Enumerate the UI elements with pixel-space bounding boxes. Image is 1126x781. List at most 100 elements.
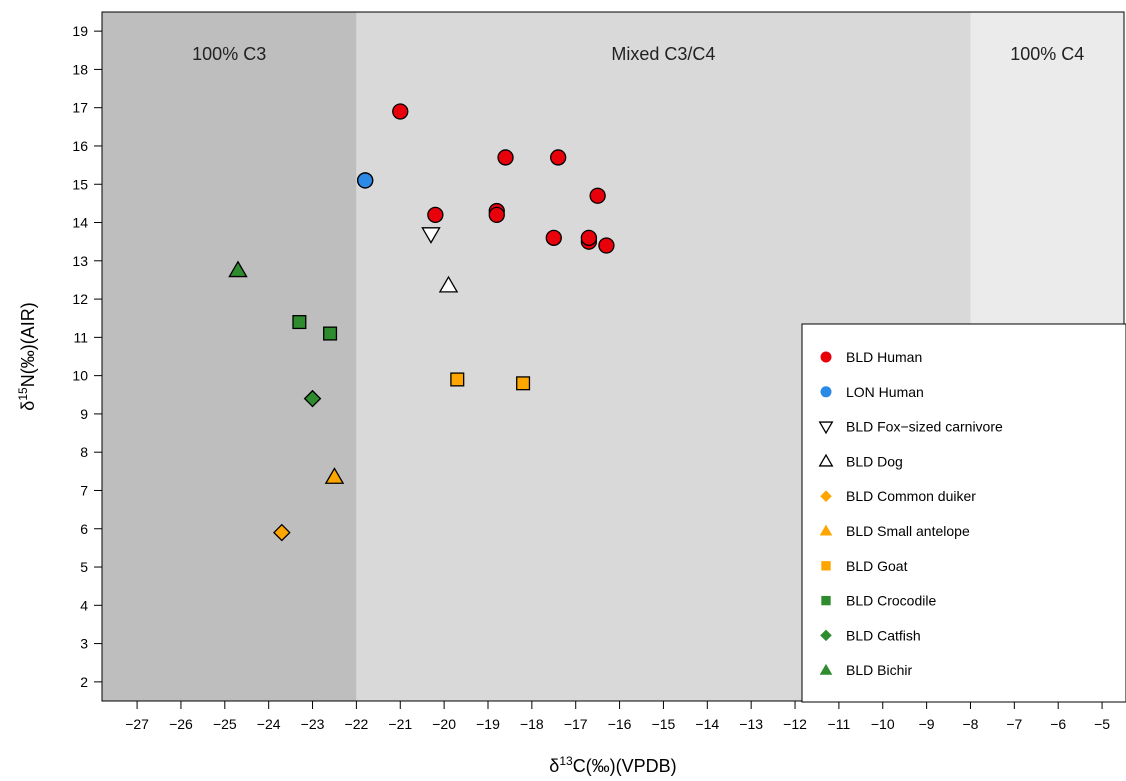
point-series-0-3 [589, 187, 606, 204]
y-axis-title: δ15N(‰)(AIR) [16, 302, 38, 410]
x-tick-label: −23 [301, 716, 325, 732]
legend-label-1: LON Human [846, 384, 924, 400]
x-tick-label: −24 [257, 716, 281, 732]
point-series-6-0 [450, 372, 465, 387]
legend-marker-8 [820, 629, 832, 642]
x-tick-label: −19 [476, 716, 500, 732]
legend-label-9: BLD Bichir [846, 662, 912, 678]
x-tick-label: −15 [652, 716, 676, 732]
x-tick-label: −17 [564, 716, 588, 732]
legend-label-0: BLD Human [846, 349, 922, 365]
x-tick-label: −14 [695, 716, 719, 732]
x-tick-label: −22 [345, 716, 369, 732]
y-tick-label: 8 [80, 444, 88, 460]
x-tick-label: −20 [432, 716, 456, 732]
point-series-2-0 [421, 227, 441, 244]
x-tick-label: −6 [1050, 716, 1066, 732]
y-tick-label: 10 [72, 368, 88, 384]
point-series-7-1 [323, 326, 338, 341]
legend-marker-1 [820, 386, 832, 398]
y-tick-label: 14 [72, 215, 88, 231]
x-tick-label: −8 [962, 716, 978, 732]
x-tick-label: −10 [871, 716, 895, 732]
x-tick-label: −26 [169, 716, 193, 732]
point-series-1-0 [357, 172, 374, 189]
y-tick-label: 2 [80, 674, 88, 690]
x-tick-label: −5 [1094, 716, 1110, 732]
point-series-8-0 [303, 389, 322, 408]
region-label-1: Mixed C3/C4 [611, 44, 715, 64]
y-tick-label: 15 [72, 176, 88, 192]
y-tick-label: 12 [72, 291, 88, 307]
point-series-0-0 [392, 103, 409, 120]
y-tick-label: 9 [80, 406, 88, 422]
legend-marker-0 [820, 351, 832, 363]
y-tick-label: 7 [80, 482, 88, 498]
y-tick-label: 6 [80, 521, 88, 537]
region-label-0: 100% C3 [192, 44, 266, 64]
point-series-3-0 [438, 275, 459, 293]
x-tick-label: −21 [388, 716, 412, 732]
y-tick-label: 18 [72, 61, 88, 77]
legend-label-7: BLD Crocodile [846, 593, 936, 609]
point-series-0-1 [497, 149, 514, 166]
point-series-0-7 [488, 206, 505, 224]
x-tick-label: −13 [739, 716, 763, 732]
legend-label-3: BLD Dog [846, 453, 903, 469]
x-tick-label: −18 [520, 716, 544, 732]
x-tick-label: −16 [608, 716, 632, 732]
legend-marker-3 [818, 453, 834, 467]
point-series-0-8 [545, 229, 562, 246]
legend-marker-5 [819, 524, 833, 536]
y-tick-label: 4 [80, 597, 88, 613]
y-tick-label: 19 [72, 23, 88, 39]
legend-label-2: BLD Fox−sized carnivore [846, 419, 1003, 435]
x-tick-label: −11 [828, 716, 851, 732]
y-axis-title-sup: 15 [16, 387, 30, 401]
region-label-2: 100% C4 [1010, 44, 1084, 64]
region-band-0 [102, 12, 357, 701]
x-axis-title-prefix: δ [549, 756, 559, 776]
data-points [228, 103, 615, 542]
x-axis-title: δ13C(‰)(VPDB) [549, 754, 676, 776]
y-tick-label: 11 [73, 329, 88, 345]
x-axis: −27 −26 −25 −24 −23 −22 −21 −20 −19 −18 −17 −16 −15 −… [125, 701, 1110, 732]
legend-marker-6 [821, 561, 831, 571]
legend-marker-4 [820, 490, 832, 502]
point-series-0-10 [580, 229, 598, 246]
y-tick-label: 3 [80, 636, 88, 652]
x-tick-label: −27 [125, 716, 149, 732]
legend-label-8: BLD Catfish [846, 627, 921, 643]
legend: BLD Human LON Human BLD Fox−sized carnivor… [801, 323, 1126, 703]
x-tick-label: −25 [213, 716, 237, 732]
point-series-9-0 [228, 260, 248, 278]
y-tick-label: 16 [72, 138, 88, 154]
legend-label-6: BLD Goat [846, 558, 908, 574]
point-series-5-0 [324, 467, 345, 484]
legend-marker-9 [819, 663, 833, 675]
x-axis-title-sup: 13 [559, 754, 573, 768]
point-series-6-1 [516, 376, 531, 391]
y-tick-label: 13 [72, 253, 88, 269]
x-tick-label: −12 [783, 716, 807, 732]
point-series-4-0 [273, 523, 291, 542]
point-series-7-0 [292, 315, 307, 330]
x-axis-title-main: C(‰)(VPDB) [573, 756, 677, 776]
x-tick-label: −9 [919, 716, 935, 732]
legend-label-4: BLD Common duiker [846, 488, 976, 504]
y-tick-label: 17 [72, 100, 88, 116]
x-tick-label: −7 [1006, 716, 1022, 732]
point-series-0-11 [598, 237, 615, 254]
region-labels: 100% C3 Mixed C3/C4 100% C4 [192, 44, 1084, 64]
legend-marker-7 [821, 595, 831, 606]
y-axis-title-prefix: δ [18, 401, 38, 411]
point-series-0-5 [427, 206, 444, 224]
point-series-0-2 [550, 149, 567, 166]
legend-label-5: BLD Small antelope [846, 523, 970, 539]
y-axis-title-main: N(‰)(AIR) [18, 302, 38, 387]
y-tick-label: 5 [80, 559, 88, 575]
legend-box [801, 323, 1126, 703]
legend-marker-2 [818, 421, 834, 435]
y-axis: 2 3 4 5 6 7 8 9 10 11 12 13 14 15 16 17 18 19 [72, 23, 102, 690]
